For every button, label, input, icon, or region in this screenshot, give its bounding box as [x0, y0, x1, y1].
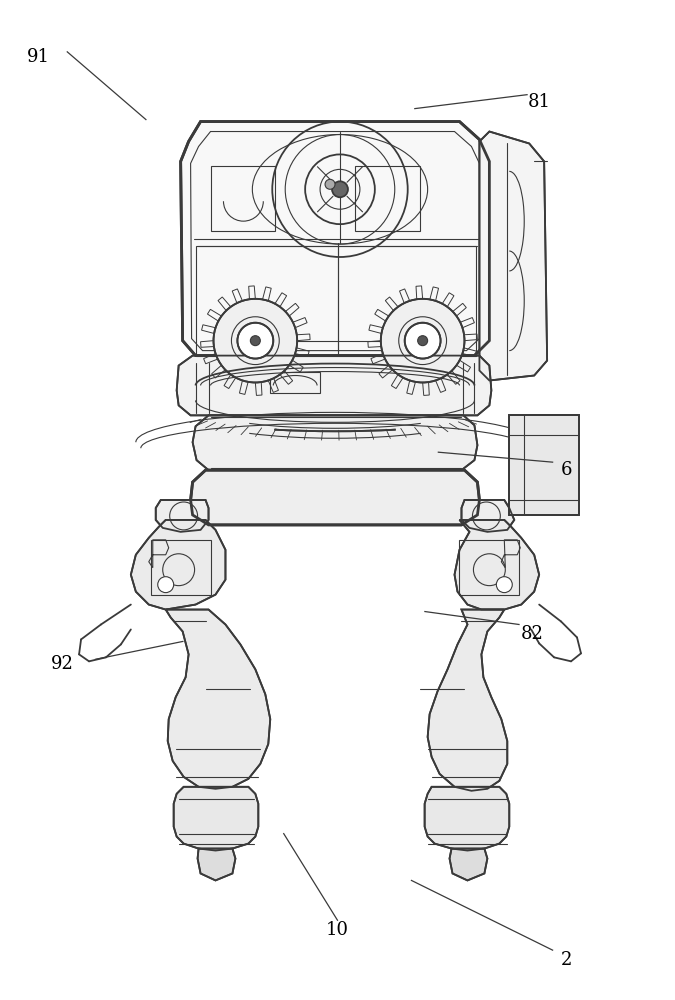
Text: 81: 81: [528, 93, 551, 111]
Text: 82: 82: [521, 625, 544, 643]
Circle shape: [158, 577, 173, 593]
Bar: [211, 166, 275, 231]
Polygon shape: [454, 520, 539, 610]
Polygon shape: [181, 122, 489, 356]
Circle shape: [496, 577, 512, 593]
Text: 6: 6: [560, 461, 572, 479]
Polygon shape: [192, 415, 477, 470]
Polygon shape: [428, 610, 508, 791]
Circle shape: [250, 336, 261, 346]
Text: 10: 10: [326, 921, 349, 939]
Circle shape: [238, 323, 273, 359]
Circle shape: [418, 336, 428, 346]
Polygon shape: [425, 787, 510, 851]
Circle shape: [213, 299, 297, 382]
Polygon shape: [156, 500, 209, 532]
Polygon shape: [131, 520, 225, 610]
Circle shape: [381, 299, 464, 382]
Polygon shape: [173, 787, 259, 851]
Polygon shape: [450, 849, 487, 880]
Text: 92: 92: [51, 655, 74, 673]
Polygon shape: [479, 132, 547, 380]
Bar: [460, 540, 519, 595]
Text: 91: 91: [27, 48, 50, 66]
Polygon shape: [177, 356, 491, 415]
Bar: [510, 415, 579, 515]
Bar: [151, 540, 211, 595]
Text: 2: 2: [560, 951, 572, 969]
Polygon shape: [190, 470, 479, 525]
Bar: [270, 372, 320, 393]
Bar: [355, 166, 420, 231]
Circle shape: [332, 181, 348, 197]
Circle shape: [325, 179, 335, 189]
Polygon shape: [462, 500, 514, 532]
Bar: [196, 246, 477, 356]
Polygon shape: [165, 610, 270, 789]
Circle shape: [405, 323, 441, 359]
Bar: [510, 415, 579, 515]
Polygon shape: [198, 849, 236, 880]
